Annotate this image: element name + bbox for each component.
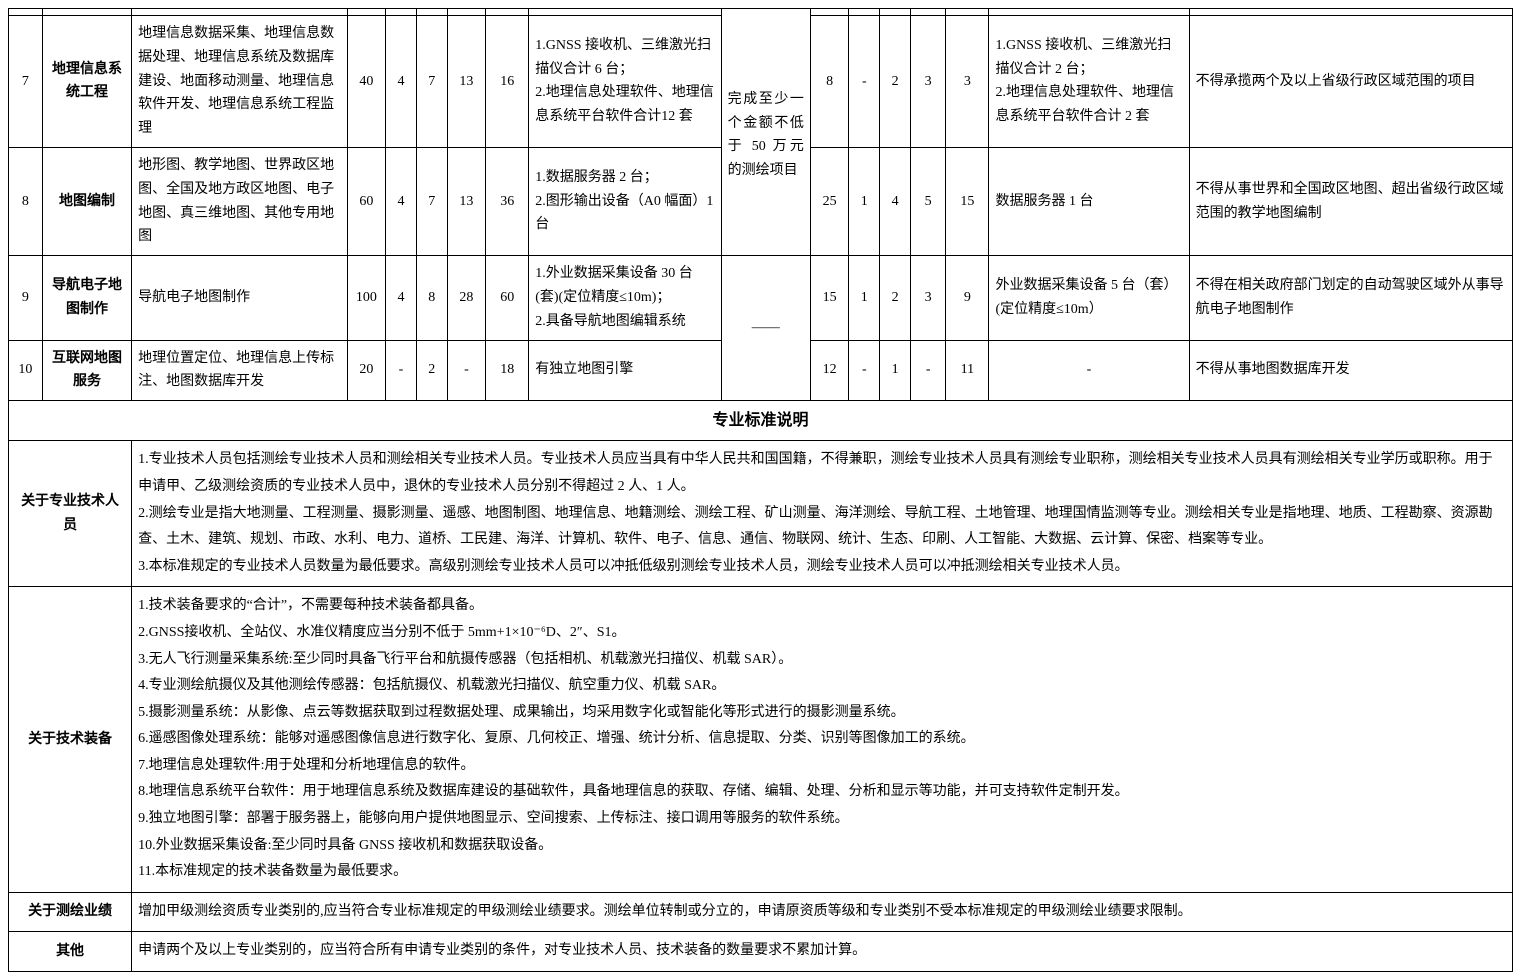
row-category: 导航电子地图制作 [42,256,131,340]
row-b2: 4 [880,147,911,255]
row-a0: 100 [347,256,385,340]
row-a2: 7 [416,16,447,148]
row-a1: 4 [386,16,417,148]
row-category: 地图编制 [42,147,131,255]
row-b4: 15 [946,147,989,255]
desc-label: 关于测绘业绩 [9,892,132,932]
row-b3: 3 [910,256,945,340]
row-b1: - [849,16,880,148]
row-a3: 28 [447,256,485,340]
row-a3: 13 [447,147,485,255]
desc-row: 关于测绘业绩增加甲级测绘资质专业类别的,应当符合专业标准规定的甲级测绘业绩要求。… [9,892,1513,932]
desc-label: 其他 [9,932,132,972]
row-a2: 8 [416,256,447,340]
row-b2: 2 [880,256,911,340]
desc-label: 关于技术装备 [9,587,132,893]
row-equip-b: 1.GNSS 接收机、三维激光扫描仪合计 2 台；2.地理信息处理软件、地理信息… [989,16,1189,148]
row-b0: 12 [810,340,848,401]
table-row: 9导航电子地图制作导航电子地图制作1004828601.外业数据采集设备 30 … [9,256,1513,340]
row-category: 地理信息系统工程 [42,16,131,148]
desc-row: 关于专业技术人员1.专业技术人员包括测绘专业技术人员和测绘相关专业技术人员。专业… [9,441,1513,587]
row-a0: 60 [347,147,385,255]
desc-text: 申请两个及以上专业类别的，应当符合所有申请专业类别的条件，对专业技术人员、技术装… [132,932,1513,972]
desc-text: 1.专业技术人员包括测绘专业技术人员和测绘相关专业技术人员。专业技术人员应当具有… [132,441,1513,587]
row-b1: 1 [849,256,880,340]
row-a4: 18 [486,340,529,401]
table-row: 7地理信息系统工程地理信息数据采集、地理信息数据处理、地理信息系统及数据库建设、… [9,16,1513,148]
row-a3: - [447,340,485,401]
row-equip-a: 1.GNSS 接收机、三维激光扫描仪合计 6 台；2.地理信息处理软件、地理信息… [529,16,721,148]
row-b2: 1 [880,340,911,401]
row-b3: 3 [910,16,945,148]
desc-row: 其他申请两个及以上专业类别的，应当符合所有申请专业类别的条件，对专业技术人员、技… [9,932,1513,972]
row-limit: 不得承揽两个及以上省级行政区域范围的项目 [1189,16,1512,148]
desc-label: 关于专业技术人员 [9,441,132,587]
row-b1: - [849,340,880,401]
mid-note-bottom: —— [721,256,810,401]
row-equip-b: 数据服务器 1 台 [989,147,1189,255]
desc-text: 增加甲级测绘资质专业类别的,应当符合专业标准规定的甲级测绘业绩要求。测绘单位转制… [132,892,1513,932]
desc-row: 关于技术装备1.技术装备要求的“合计”，不需要每种技术装备都具备。2.GNSS接… [9,587,1513,893]
row-b0: 15 [810,256,848,340]
row-b4: 9 [946,256,989,340]
row-a1: 4 [386,256,417,340]
row-equip-a: 有独立地图引擎 [529,340,721,401]
row-a4: 60 [486,256,529,340]
row-scope: 地理位置定位、地理信息上传标注、地图数据库开发 [132,340,348,401]
row-a3: 13 [447,16,485,148]
row-a4: 36 [486,147,529,255]
row-equip-b: 外业数据采集设备 5 台（套）(定位精度≤10m） [989,256,1189,340]
row-category: 互联网地图服务 [42,340,131,401]
row-scope: 导航电子地图制作 [132,256,348,340]
row-b1: 1 [849,147,880,255]
mid-note-stub [721,9,810,16]
row-scope: 地形图、教学地图、世界政区地图、全国及地方政区地图、电子地图、真三维地图、其他专… [132,147,348,255]
row-index: 8 [9,147,43,255]
row-a2: 7 [416,147,447,255]
row-limit: 不得从事地图数据库开发 [1189,340,1512,401]
row-a2: 2 [416,340,447,401]
row-a4: 16 [486,16,529,148]
row-b3: 5 [910,147,945,255]
row-b2: 2 [880,16,911,148]
row-a0: 20 [347,340,385,401]
row-b4: 3 [946,16,989,148]
desc-text: 1.技术装备要求的“合计”，不需要每种技术装备都具备。2.GNSS接收机、全站仪… [132,587,1513,893]
row-equip-a: 1.数据服务器 2 台；2.图形输出设备（A0 幅面）1 台 [529,147,721,255]
row-b0: 8 [810,16,848,148]
standards-table: 7地理信息系统工程地理信息数据采集、地理信息数据处理、地理信息系统及数据库建设、… [8,8,1513,972]
row-b3: - [910,340,945,401]
row-index: 7 [9,16,43,148]
row-b4: 11 [946,340,989,401]
row-index: 10 [9,340,43,401]
row-index: 9 [9,256,43,340]
row-a1: 4 [386,147,417,255]
row-equip-b: - [989,340,1189,401]
row-b0: 25 [810,147,848,255]
mid-note-top: 完成至少一个金额不低于 50 万元的测绘项目 [721,16,810,256]
row-limit: 不得在相关政府部门划定的自动驾驶区域外从事导航电子地图制作 [1189,256,1512,340]
row-limit: 不得从事世界和全国政区地图、超出省级行政区域范围的教学地图编制 [1189,147,1512,255]
row-scope: 地理信息数据采集、地理信息数据处理、地理信息系统及数据库建设、地面移动测量、地理… [132,16,348,148]
row-a0: 40 [347,16,385,148]
row-equip-a: 1.外业数据采集设备 30 台(套)(定位精度≤10m)；2.具备导航地图编辑系… [529,256,721,340]
row-a1: - [386,340,417,401]
section-title: 专业标准说明 [9,401,1513,441]
